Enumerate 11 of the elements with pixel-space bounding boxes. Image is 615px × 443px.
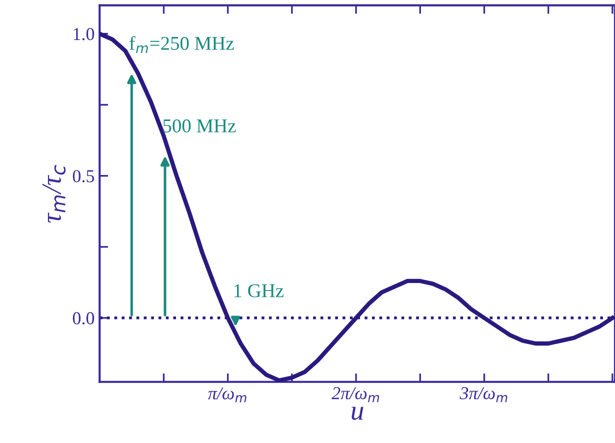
x-tick-label: 2π/ω$_{m}$ — [332, 387, 380, 402]
x-tick-label: π/ω$_{m}$ — [208, 387, 246, 402]
y-axis-title: τ$_{m}$/τ$_{c}$ — [42, 165, 66, 223]
y-tick-label: 1.0 — [74, 28, 94, 40]
x-axis-title: u — [352, 406, 364, 420]
y-tick-label: 0.0 — [72, 312, 94, 324]
annotation: 500 MHz — [163, 119, 236, 132]
x-tick-label: 3π/ω$_{m}$ — [460, 387, 508, 402]
annotation: f$_{m}$=250 MHz — [130, 36, 234, 53]
annotation: 1 GHz — [234, 284, 284, 298]
y-tick-label: 0.5 — [72, 170, 94, 182]
